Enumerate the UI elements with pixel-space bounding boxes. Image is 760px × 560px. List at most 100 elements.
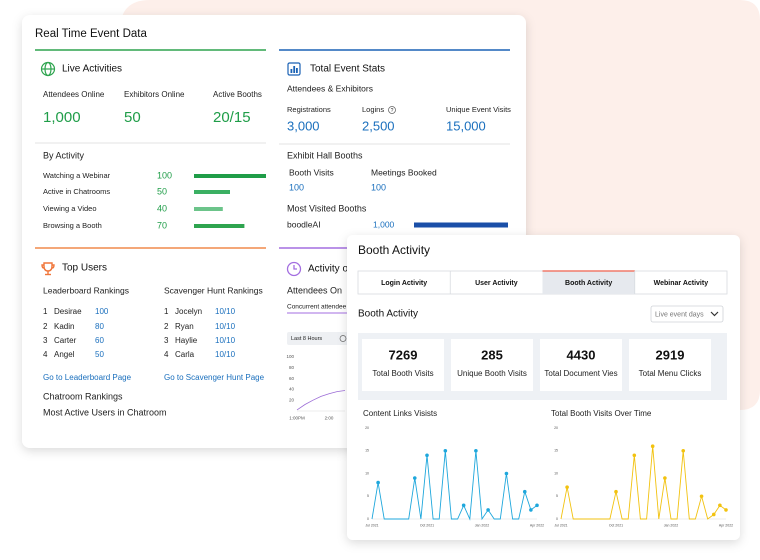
globe-icon <box>40 61 56 77</box>
point <box>565 485 569 489</box>
point <box>486 508 490 512</box>
filter-dropdown[interactable] <box>650 305 724 323</box>
section-title: Activity o <box>308 264 348 275</box>
x-tick-label: Jan 2022 <box>664 523 678 527</box>
kpi-value: 2919 <box>656 347 685 362</box>
tab-active[interactable] <box>542 271 635 294</box>
y-tick-label: 100 <box>286 354 294 359</box>
kpi-label: Total Document Vies <box>544 369 617 378</box>
help-icon[interactable] <box>388 106 396 114</box>
x-tick-label: Jul 2021 <box>365 523 378 527</box>
tab[interactable]: Concurrent attendee <box>287 304 347 311</box>
y-tick-label: 60 <box>289 376 295 381</box>
point <box>632 453 637 458</box>
point <box>504 471 509 476</box>
row-label: Browsing a Booth <box>43 221 102 230</box>
kpi-value: 285 <box>481 347 503 362</box>
x-tick-label: Apr 2022 <box>719 523 733 527</box>
point <box>711 512 716 517</box>
user-name: Desirae <box>54 307 82 316</box>
point <box>376 480 380 485</box>
tab-label[interactable]: Login Activity <box>381 280 427 287</box>
chart-title: Content Links Visists <box>363 409 437 418</box>
rank: 3 <box>43 336 48 345</box>
y-tick-label: 80 <box>289 365 295 370</box>
subtitle: Attendees & Exhibitors <box>287 83 373 93</box>
x-tick-label: 1:00PM <box>289 416 305 421</box>
stat-label: Booth Visits <box>289 167 334 177</box>
range-button[interactable] <box>287 332 349 345</box>
point <box>425 453 429 458</box>
button-label[interactable]: Last 8 Hours <box>291 336 322 342</box>
row-label: Viewing a Video <box>43 204 97 213</box>
section-title: Top Users <box>62 263 107 274</box>
y-tick-label: 15 <box>365 449 369 453</box>
tab-label[interactable]: User Activity <box>475 280 518 287</box>
stat-value: 20/15 <box>213 109 251 126</box>
subtitle: Most Active Users in Chatroom <box>43 407 167 417</box>
bar <box>194 190 230 194</box>
rank: 2 <box>164 322 169 331</box>
bar <box>194 224 245 228</box>
y-tick-label: 15 <box>554 449 558 453</box>
stat-label: Active Booths <box>213 90 262 99</box>
point <box>535 503 539 508</box>
row-value: 100 <box>157 170 172 180</box>
clock-icon <box>286 261 302 277</box>
point <box>663 476 667 480</box>
section-title: Total Event Stats <box>310 64 385 75</box>
stats-icon <box>287 62 301 76</box>
point <box>529 508 533 512</box>
section-title: By Activity <box>43 150 85 160</box>
stat-value: 100 <box>371 182 386 192</box>
filter-label[interactable]: Live event days <box>655 311 704 318</box>
y-tick-label: 40 <box>289 387 295 392</box>
y-tick-label: 10 <box>554 471 558 475</box>
user-name: Angel <box>54 350 75 359</box>
kpi-label: Total Booth Visits <box>372 369 433 378</box>
x-tick-label: Apr 2022 <box>530 523 544 527</box>
score: 10/10 <box>215 350 236 359</box>
y-tick-label: 20 <box>554 426 558 430</box>
clock-small <box>339 335 347 342</box>
x-tick-label: Oct 2021 <box>609 523 623 527</box>
row-label: Active in Chatrooms <box>43 187 110 196</box>
y-tick-label: 10 <box>365 471 369 475</box>
row-value: 70 <box>157 220 167 230</box>
point <box>718 503 722 508</box>
help-mark: ? <box>391 108 394 114</box>
x-tick-label: Oct 2021 <box>420 523 434 527</box>
chart-title: Total Booth Visits Over Time <box>551 409 652 418</box>
score: 80 <box>95 322 104 331</box>
row-label: boodleAI <box>287 219 321 229</box>
tab-label[interactable]: Webinar Activity <box>654 280 709 287</box>
user-name: Carter <box>54 336 77 345</box>
user-name: Ryan <box>175 322 194 331</box>
kpi-label: Total Menu Clicks <box>639 369 702 378</box>
trophy-icon <box>41 262 55 276</box>
stat-label: Exhibitors Online <box>124 90 185 99</box>
stat-value: 1,000 <box>43 109 81 126</box>
rank: 1 <box>43 307 48 316</box>
stat-label: Attendees Online <box>43 90 105 99</box>
point <box>614 489 618 494</box>
user-name: Haylie <box>175 336 198 345</box>
point <box>724 508 728 512</box>
score: 10/10 <box>215 336 236 345</box>
tab-label[interactable]: Booth Activity <box>565 280 612 287</box>
point <box>461 503 466 508</box>
row-value: 1,000 <box>373 219 395 229</box>
y-tick-label: 0 <box>367 517 369 521</box>
user-name: Kadin <box>54 322 74 331</box>
stat-value: 50 <box>124 109 141 126</box>
link[interactable]: Go to Scavenger Hunt Page <box>164 373 265 382</box>
line <box>296 390 346 411</box>
link[interactable]: Go to Leaderboard Page <box>43 373 132 382</box>
stat-label: Logins <box>362 105 384 114</box>
kpi-value: 4430 <box>567 347 596 362</box>
kpi-value: 7269 <box>389 347 418 362</box>
point <box>650 444 655 449</box>
bar <box>194 207 223 211</box>
x-tick-label: Jul 2021 <box>554 523 567 527</box>
